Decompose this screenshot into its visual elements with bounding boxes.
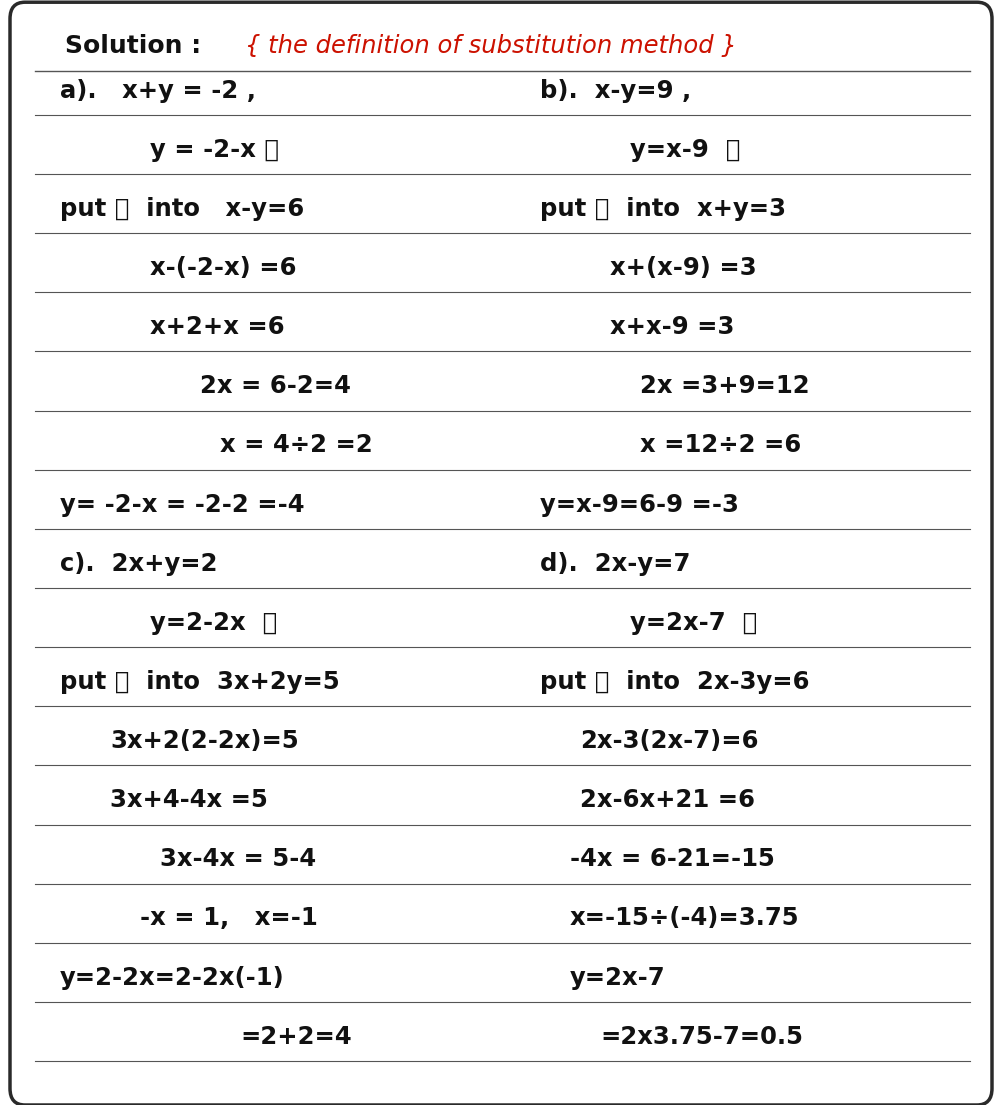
Text: y= -2-x = -2-2 =-4: y= -2-x = -2-2 =-4 — [60, 493, 304, 516]
Text: 3x+2(2-2x)=5: 3x+2(2-2x)=5 — [110, 729, 299, 754]
Text: =2x3.75-7=0.5: =2x3.75-7=0.5 — [600, 1024, 803, 1049]
Text: 2x =3+9=12: 2x =3+9=12 — [640, 375, 810, 398]
Text: c).  2x+y=2: c). 2x+y=2 — [60, 551, 218, 576]
Text: b).  x-y=9 ,: b). x-y=9 , — [540, 78, 691, 103]
Text: y=x-9=6-9 =-3: y=x-9=6-9 =-3 — [540, 493, 739, 516]
Text: put ⓞ  into  x+y=3: put ⓞ into x+y=3 — [540, 197, 786, 221]
Text: 3x+4-4x =5: 3x+4-4x =5 — [110, 788, 268, 812]
Text: =2+2=4: =2+2=4 — [240, 1024, 352, 1049]
Text: put ⓞ  into  2x-3y=6: put ⓞ into 2x-3y=6 — [540, 670, 810, 694]
Text: 2x-6x+21 =6: 2x-6x+21 =6 — [580, 788, 755, 812]
Text: { the definition of substitution method }: { the definition of substitution method … — [245, 34, 737, 59]
Text: 2x-3(2x-7)=6: 2x-3(2x-7)=6 — [580, 729, 759, 754]
Text: 3x-4x = 5-4: 3x-4x = 5-4 — [160, 848, 316, 872]
Text: x = 4÷2 =2: x = 4÷2 =2 — [220, 433, 373, 457]
Text: y=2x-7: y=2x-7 — [570, 966, 666, 990]
Text: -4x = 6-21=-15: -4x = 6-21=-15 — [570, 848, 775, 872]
Text: x+x-9 =3: x+x-9 =3 — [610, 315, 734, 339]
Text: y = -2-x ⓞ: y = -2-x ⓞ — [150, 138, 279, 161]
Text: x=-15÷(-4)=3.75: x=-15÷(-4)=3.75 — [570, 906, 800, 930]
Text: d).  2x-y=7: d). 2x-y=7 — [540, 551, 690, 576]
Text: a).   x+y = -2 ,: a). x+y = -2 , — [60, 78, 256, 103]
Text: y=2-2x=2-2x(-1): y=2-2x=2-2x(-1) — [60, 966, 285, 990]
Text: x+(x-9) =3: x+(x-9) =3 — [610, 256, 757, 280]
Text: Solution :: Solution : — [65, 34, 210, 59]
Text: -x = 1,   x=-1: -x = 1, x=-1 — [140, 906, 318, 930]
Text: x+2+x =6: x+2+x =6 — [150, 315, 285, 339]
Text: 2x = 6-2=4: 2x = 6-2=4 — [200, 375, 351, 398]
Text: put ⓞ  into   x-y=6: put ⓞ into x-y=6 — [60, 197, 304, 221]
Text: x-(-2-x) =6: x-(-2-x) =6 — [150, 256, 296, 280]
Text: y=x-9  ⓞ: y=x-9 ⓞ — [630, 138, 740, 161]
Text: x =12÷2 =6: x =12÷2 =6 — [640, 433, 801, 457]
Text: put ⓞ  into  3x+2y=5: put ⓞ into 3x+2y=5 — [60, 670, 340, 694]
Text: y=2-2x  ⓞ: y=2-2x ⓞ — [150, 611, 277, 634]
Text: y=2x-7  ⓞ: y=2x-7 ⓞ — [630, 611, 757, 634]
FancyBboxPatch shape — [10, 2, 992, 1105]
